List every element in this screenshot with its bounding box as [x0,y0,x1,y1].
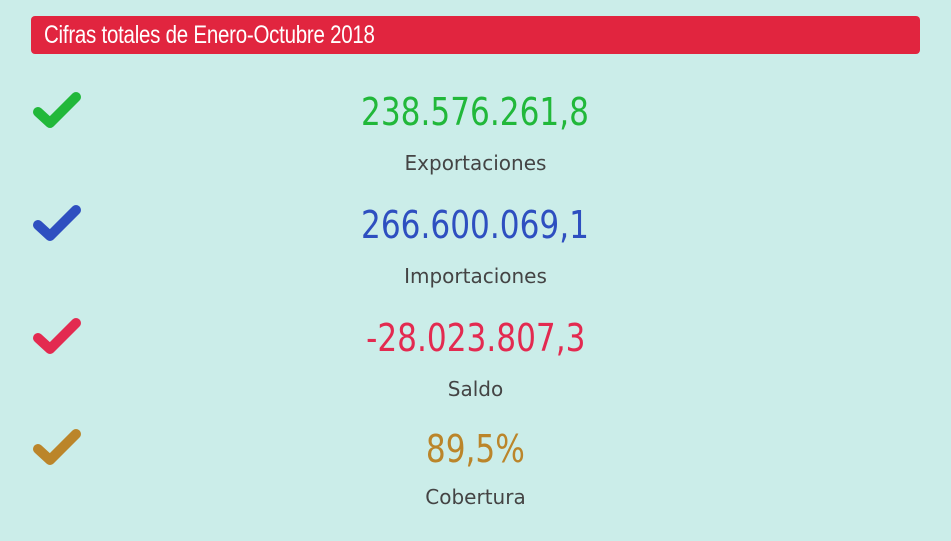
metric-label: Exportaciones [404,151,547,175]
metric-value: 266.600.069,1 [361,203,590,247]
header-banner: Cifras totales de Enero-Octubre 2018 [31,16,920,54]
metric-label: Cobertura [425,485,526,509]
checkmark-icon [33,205,81,241]
checkmark-icon [33,429,81,465]
metric-value: 238.576.261,8 [361,90,590,134]
checkmark-icon [33,92,81,128]
header-title: Cifras totales de Enero-Octubre 2018 [44,20,375,49]
metric-value: -28.023.807,3 [365,316,586,360]
metric-label: Importaciones [404,264,547,288]
metric-label: Saldo [447,377,504,401]
metric-value: 89,5% [426,427,525,471]
checkmark-icon [33,318,81,354]
